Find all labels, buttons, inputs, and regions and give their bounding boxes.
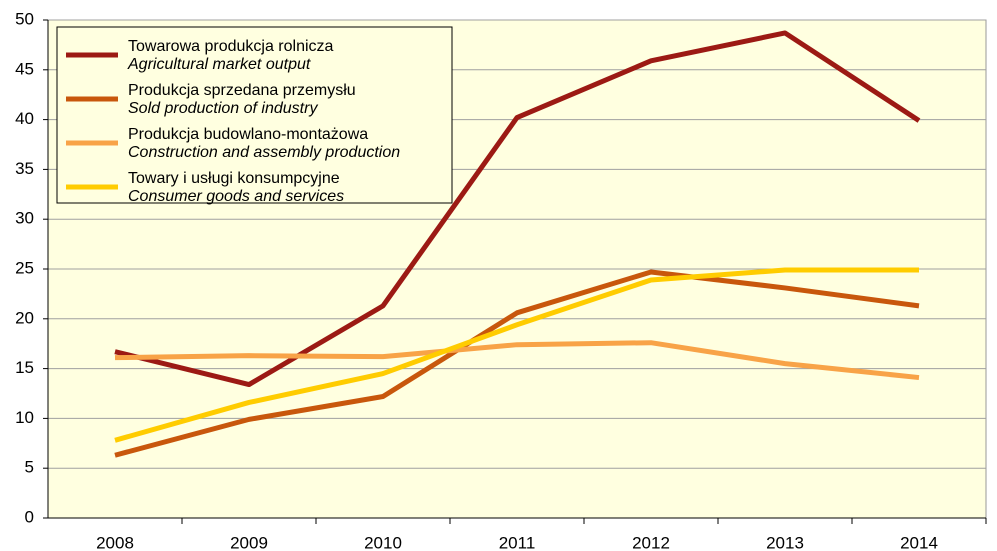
legend-label: Produkcja sprzedana przemysłu — [128, 82, 356, 99]
x-tick-label: 2010 — [364, 533, 402, 551]
x-tick-label: 2012 — [632, 533, 670, 551]
x-tick-label: 2013 — [766, 533, 804, 551]
series-line — [114, 269, 920, 458]
y-tick-label: 30 — [15, 209, 34, 228]
legend-box — [56, 26, 453, 204]
series-line — [114, 30, 921, 388]
legend-label-en: Agricultural market output — [127, 56, 311, 73]
y-tick-label: 50 — [15, 9, 34, 28]
series-line — [114, 267, 919, 443]
y-tick-label: 0 — [25, 507, 34, 526]
x-tick-label: 2011 — [499, 533, 536, 551]
legend-label: Towary i usługi konsumpcyjne — [128, 170, 340, 187]
legend-label-en: Construction and assembly production — [128, 144, 400, 161]
legend-label: Towarowa produkcja rolnicza — [128, 38, 334, 55]
y-tick-label: 15 — [15, 358, 34, 377]
legend-label-en: Consumer goods and services — [128, 188, 344, 205]
legend: Towarowa produkcja rolniczaAgricultural … — [56, 26, 453, 205]
y-tick-label: 45 — [15, 59, 34, 78]
y-tick-label: 10 — [15, 408, 34, 427]
legend-label-en: Sold production of industry — [128, 100, 318, 117]
y-tick-label: 20 — [15, 308, 34, 327]
y-tick-label: 40 — [15, 109, 34, 128]
x-tick-label: 2009 — [230, 533, 268, 551]
x-tick-label: 2008 — [96, 533, 134, 551]
series-line — [114, 340, 920, 381]
y-tick-label: 5 — [25, 458, 34, 477]
y-tick-label: 35 — [15, 159, 34, 178]
legend-label: Produkcja budowlano-montażowa — [128, 126, 368, 143]
x-tick-label: 2014 — [900, 533, 938, 551]
y-tick-label: 25 — [15, 258, 34, 277]
